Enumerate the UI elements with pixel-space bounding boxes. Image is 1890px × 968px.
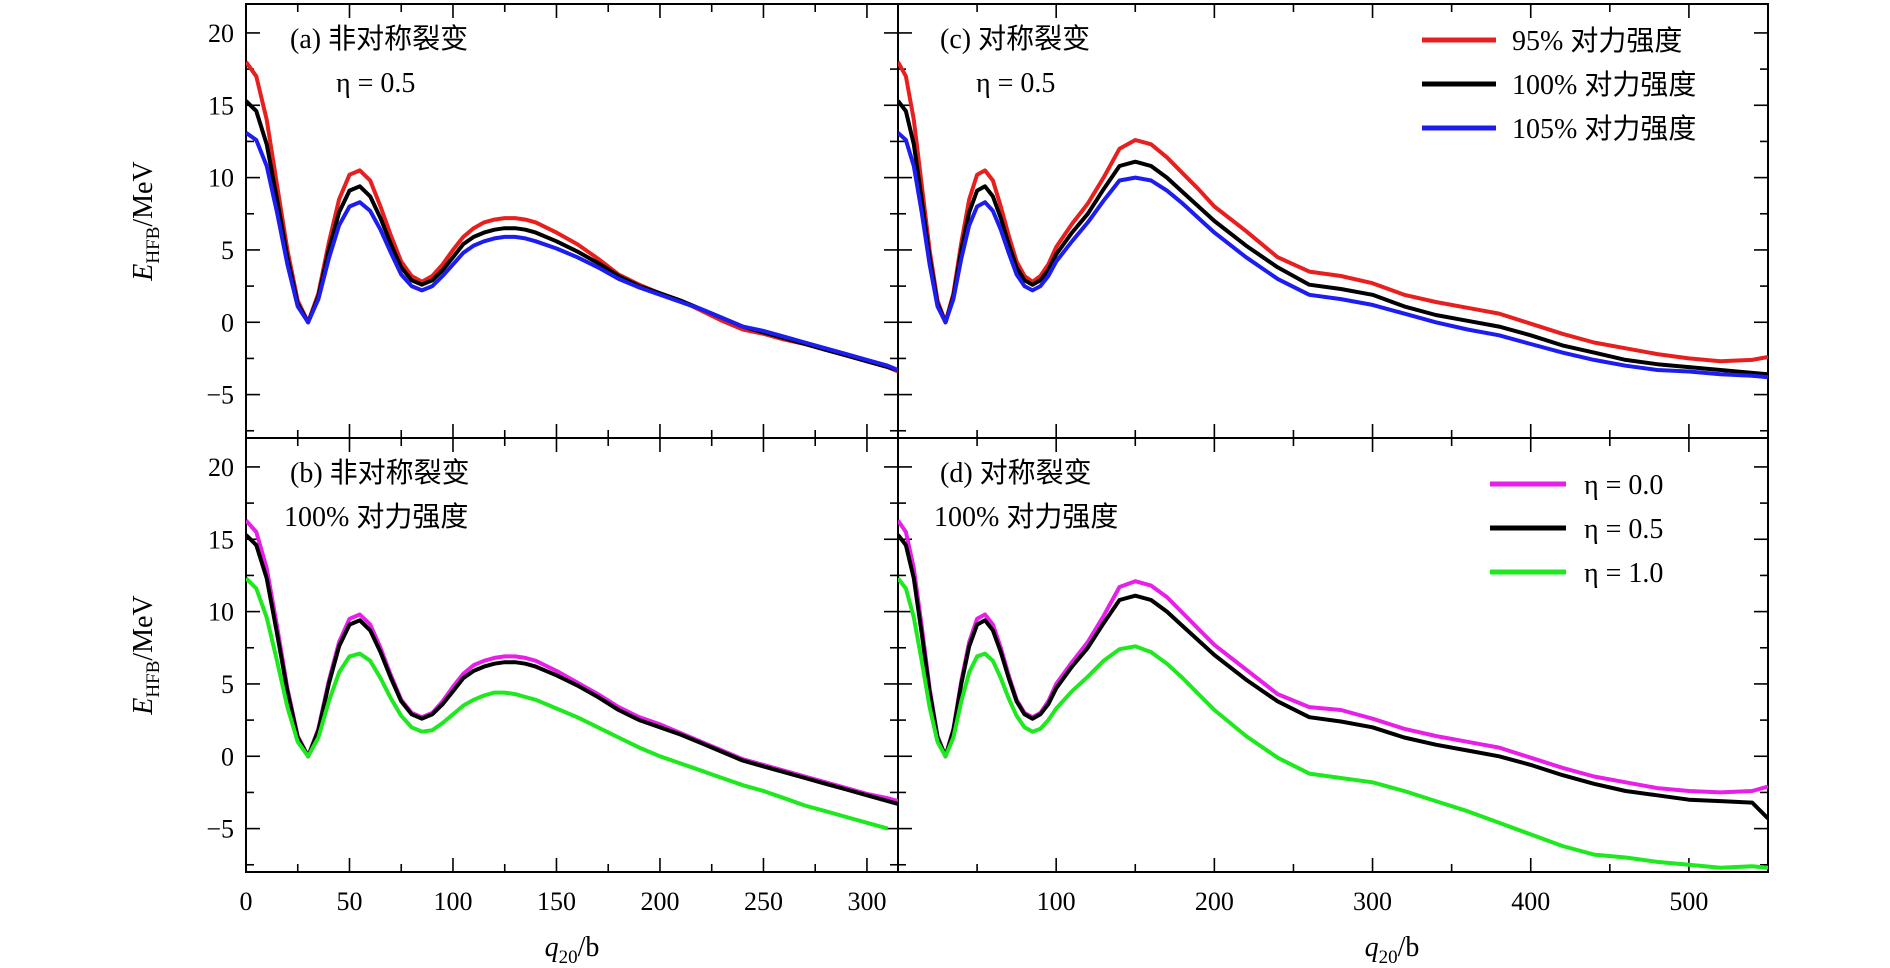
y-tick-label-a: 0 (221, 308, 234, 337)
y-tick-label-b: 15 (208, 525, 234, 554)
panel-sublabel-c: η = 0.5 (976, 68, 1055, 99)
x-tick-label-b: 0 (240, 887, 253, 916)
y-axis-label-top: EHFB/MeV (128, 161, 164, 281)
y-tick-label-b: 5 (221, 670, 234, 699)
legend-label-d: η = 1.0 (1584, 558, 1663, 589)
x-tick-label-d: 500 (1669, 887, 1708, 916)
x-tick-label-d: 400 (1511, 887, 1550, 916)
legend-label-d: η = 0.0 (1584, 470, 1663, 501)
y-axis-label-bottom: EHFB/MeV (128, 595, 164, 715)
legend-label-c: 105% 对力强度 (1512, 113, 1696, 145)
series-line-b-0 (246, 519, 898, 804)
panel-d-frame (897, 437, 1769, 873)
panel-label-c: (c) 对称裂变 (940, 23, 1090, 55)
x-tick-label-d: 200 (1195, 887, 1234, 916)
panel-label-a: (a) 非对称裂变 (290, 23, 468, 55)
series-line-c-2 (898, 131, 1768, 380)
y-tick-label-a: 10 (208, 164, 234, 193)
curve-layer (246, 60, 1768, 870)
series-line-d-1 (898, 533, 1768, 820)
tick-layer (246, 4, 1768, 872)
y-tick-label-b: 20 (208, 453, 234, 482)
series-line-b-2 (246, 576, 889, 831)
y-tick-label-b: −5 (206, 815, 234, 844)
legend-label-d: η = 0.5 (1584, 514, 1663, 545)
x-axis-label-right: q20/b (1365, 932, 1420, 968)
x-tick-label-b: 200 (640, 887, 679, 916)
x-tick-label-b: 250 (744, 887, 783, 916)
x-tick-label-b: 100 (433, 887, 472, 916)
series-line-c-1 (898, 99, 1768, 377)
y-tick-label-a: −5 (206, 381, 234, 410)
series-line-d-2 (898, 577, 1768, 870)
y-tick-label-a: 20 (208, 19, 234, 48)
y-tick-label-b: 0 (221, 742, 234, 771)
x-tick-label-b: 300 (847, 887, 886, 916)
legend-label-c: 100% 对力强度 (1512, 69, 1696, 101)
x-tick-label-d: 300 (1353, 887, 1392, 916)
y-tick-label-b: 10 (208, 598, 234, 627)
x-axis-label-left: q20/b (545, 932, 600, 968)
legend-label-c: 95% 对力强度 (1512, 25, 1682, 57)
panel-label-d: (d) 对称裂变 (940, 457, 1092, 489)
panel-sublabel-d: 100% 对力强度 (934, 501, 1118, 533)
panel-sublabel-a: η = 0.5 (336, 68, 415, 99)
panel-sublabel-b: 100% 对力强度 (284, 501, 468, 533)
series-line-a-1 (246, 99, 898, 372)
series-line-a-2 (246, 131, 898, 372)
series-line-c-0 (898, 60, 1768, 364)
x-tick-label-d: 100 (1037, 887, 1076, 916)
series-line-b-1 (246, 533, 898, 806)
x-tick-label-b: 150 (537, 887, 576, 916)
panel-label-b: (b) 非对称裂变 (290, 457, 470, 489)
x-tick-label-b: 50 (336, 887, 362, 916)
y-tick-label-a: 15 (208, 91, 234, 120)
y-tick-label-a: 5 (221, 236, 234, 265)
